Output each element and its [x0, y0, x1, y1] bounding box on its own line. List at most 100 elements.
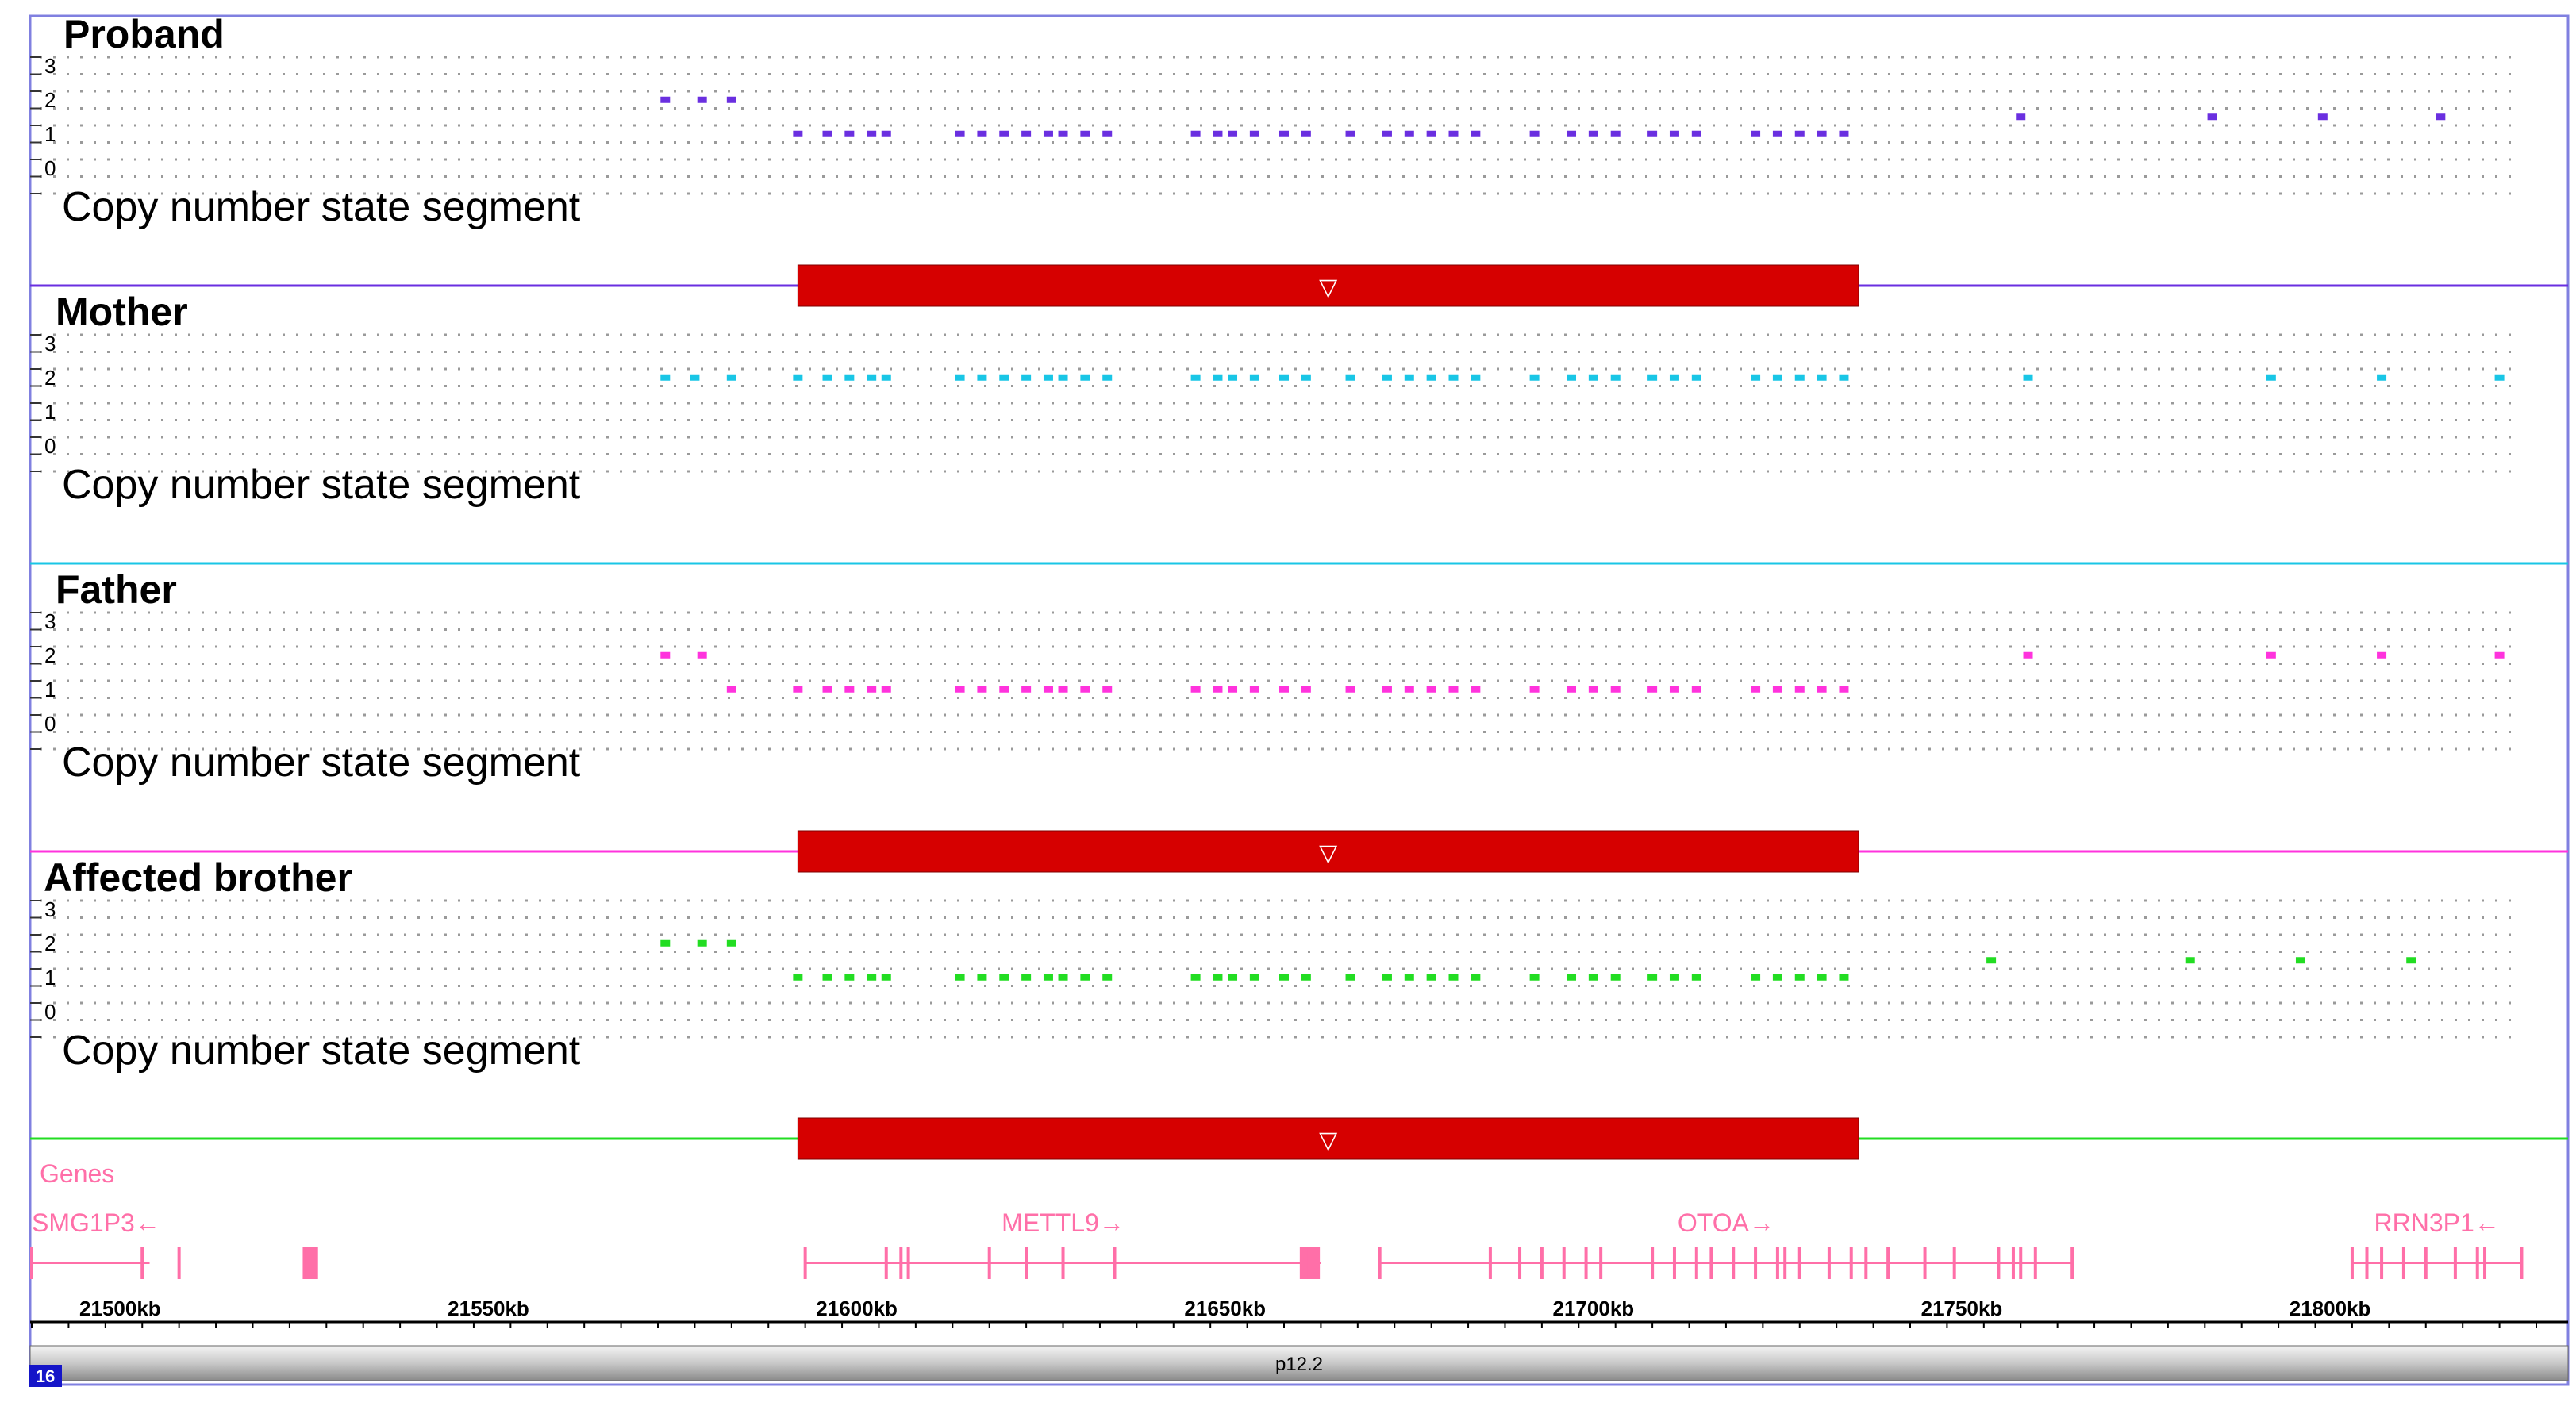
cn-data-point	[2266, 651, 2276, 659]
cn-data-point	[1448, 374, 1459, 381]
cn-data-point	[2016, 113, 2026, 121]
cnv-deletion-bar[interactable]	[797, 1117, 1859, 1160]
cn-data-point	[793, 130, 803, 137]
cn-data-point	[1669, 974, 1679, 981]
cn-data-point	[1382, 686, 1392, 693]
cn-data-point	[1426, 686, 1436, 693]
cn-data-point	[1080, 374, 1090, 381]
cn-data-point	[1567, 130, 1577, 137]
cn-data-point	[1190, 974, 1201, 981]
cn-data-point	[1751, 374, 1761, 381]
cn-data-point	[2023, 651, 2033, 659]
cn-data-point	[1588, 974, 1598, 981]
cn-data-point	[999, 130, 1009, 137]
gene-exon	[2350, 1247, 2354, 1279]
cn-data-point	[1839, 686, 1849, 693]
cn-data-point	[955, 974, 965, 981]
cn-data-point	[1529, 974, 1540, 981]
gene-exon	[177, 1247, 181, 1279]
cn-data-point	[1080, 130, 1090, 137]
cn-data-point	[1751, 130, 1761, 137]
cnv-marker-icon: ▽	[1319, 840, 1337, 866]
cnv-deletion-bar[interactable]	[797, 830, 1859, 873]
gene-exon	[1952, 1247, 1956, 1279]
cn-data-point	[726, 686, 736, 693]
gene-exon	[1923, 1247, 1927, 1279]
cn-data-point	[867, 686, 877, 693]
gene-exon	[1732, 1247, 1736, 1279]
y-tick-label: 2	[44, 932, 56, 955]
cn-data-point	[977, 686, 987, 693]
gene-exon	[899, 1247, 903, 1279]
cn-data-point	[1043, 130, 1053, 137]
cn-data-point	[1772, 374, 1782, 381]
cn-data-point	[822, 974, 832, 981]
cn-data-point	[999, 974, 1009, 981]
cn-data-point	[697, 96, 707, 103]
cn-data-point	[1301, 974, 1311, 981]
cn-data-point	[1448, 686, 1459, 693]
cn-data-point	[1817, 974, 1827, 981]
gene-exon	[30, 1247, 33, 1279]
segment-label: Copy number state segment	[62, 462, 581, 508]
gene-rrn3p1[interactable]: RRN3P1←	[2350, 1208, 2524, 1279]
cn-data-point	[1058, 130, 1068, 137]
cn-data-point	[1588, 686, 1598, 693]
y-tick-label: 0	[44, 1000, 56, 1024]
gene-exon	[2380, 1247, 2384, 1279]
cn-data-point	[999, 374, 1009, 381]
gene-exon	[2424, 1247, 2428, 1279]
gene-otoa[interactable]: OTOA→	[1378, 1208, 2074, 1279]
cn-data-point	[1213, 130, 1223, 137]
gene-exon	[2019, 1247, 2023, 1279]
cn-data-point	[1426, 974, 1436, 981]
segment-label: Copy number state segment	[62, 184, 581, 230]
cn-data-point	[2023, 374, 2033, 381]
y-tick-label: 1	[44, 400, 56, 424]
cn-data-point	[660, 651, 671, 659]
cn-data-point	[1817, 130, 1827, 137]
cn-data-point	[1794, 686, 1805, 693]
x-tick-label: 21550kb	[448, 1297, 529, 1320]
cn-data-point	[1610, 974, 1621, 981]
gene-exon	[302, 1247, 306, 1279]
cn-data-point	[1839, 974, 1849, 981]
segment-label: Copy number state segment	[62, 1028, 581, 1074]
cn-data-point	[1567, 974, 1577, 981]
cn-data-point	[867, 974, 877, 981]
gene-exon	[1599, 1247, 1603, 1279]
cn-data-point	[822, 374, 832, 381]
cn-data-point	[2436, 113, 2446, 121]
cn-data-point	[1448, 974, 1459, 981]
y-tick-label: 3	[44, 332, 56, 355]
cn-data-point	[1345, 374, 1355, 381]
cn-data-point	[1610, 374, 1621, 381]
cn-data-point	[1058, 686, 1068, 693]
cn-data-point	[822, 686, 832, 693]
cn-data-point	[726, 939, 736, 947]
cn-data-point	[1751, 974, 1761, 981]
cn-data-point	[844, 974, 855, 981]
gene-exon	[1694, 1247, 1698, 1279]
cn-data-point	[1772, 974, 1782, 981]
cn-data-point	[1043, 374, 1053, 381]
gene-exon	[803, 1247, 807, 1279]
cn-data-point	[1102, 974, 1113, 981]
cn-data-point	[999, 686, 1009, 693]
cn-data-point	[1021, 974, 1032, 981]
cn-data-point	[1610, 130, 1621, 137]
cnv-marker-icon: ▽	[1319, 1128, 1337, 1154]
gene-exon	[2401, 1247, 2405, 1279]
cn-data-point	[1213, 374, 1223, 381]
gene-exon	[2453, 1247, 2457, 1279]
cn-data-point	[2185, 957, 2195, 964]
gene-mettl9[interactable]: METTL9→	[803, 1208, 1321, 1279]
cn-data-point	[867, 130, 877, 137]
x-tick-label: 21600kb	[816, 1297, 898, 1320]
cn-data-point	[1404, 686, 1414, 693]
chromosome-ideogram[interactable]	[29, 1345, 2569, 1381]
gene-smg1p3[interactable]: SMG1P3←	[30, 1208, 318, 1279]
cn-data-point	[844, 686, 855, 693]
cn-data-point	[1279, 374, 1289, 381]
cnv-deletion-bar[interactable]	[797, 264, 1859, 307]
